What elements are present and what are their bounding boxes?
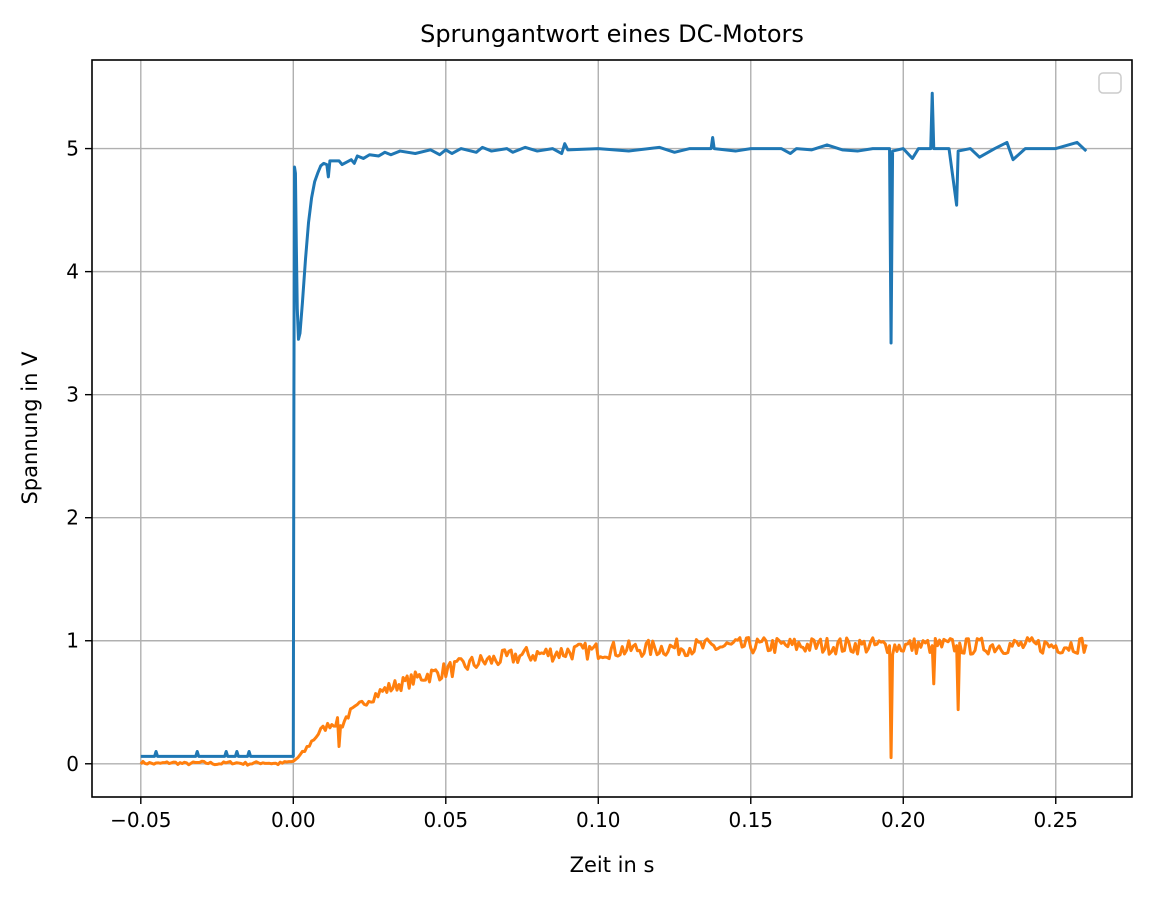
x-tick-label: 0.00 (271, 808, 316, 832)
x-tick-label: 0.05 (424, 808, 469, 832)
series-line-2 (139, 636, 1088, 767)
y-tick-label: 3 (66, 383, 79, 407)
plot-frame (91, 59, 1133, 798)
y-tick-label: 0 (66, 752, 79, 776)
x-tick-label: 0.25 (1033, 808, 1078, 832)
chart-title: Sprungantwort eines DC-Motors (420, 20, 804, 48)
x-tick-label: −0.05 (110, 808, 171, 832)
y-tick-label: 1 (66, 629, 79, 653)
x-tick-label: 0.15 (729, 808, 774, 832)
series-line-1 (140, 91, 1088, 758)
ticks: −0.05 0.00 0.05 0.10 0.15 0.20 0.25 0 1 2 3 4 5 (66, 137, 1078, 832)
series-layer (139, 91, 1088, 767)
x-tick-label: 0.20 (881, 808, 926, 832)
x-axis-label: Zeit in s (570, 853, 655, 877)
y-tick-label: 2 (66, 506, 79, 530)
y-tick-label: 4 (66, 260, 79, 284)
legend-box (1098, 72, 1122, 94)
y-tick-label: 5 (66, 137, 79, 161)
y-axis-label: Spannung in V (18, 351, 42, 505)
x-tick-label: 0.10 (576, 808, 621, 832)
